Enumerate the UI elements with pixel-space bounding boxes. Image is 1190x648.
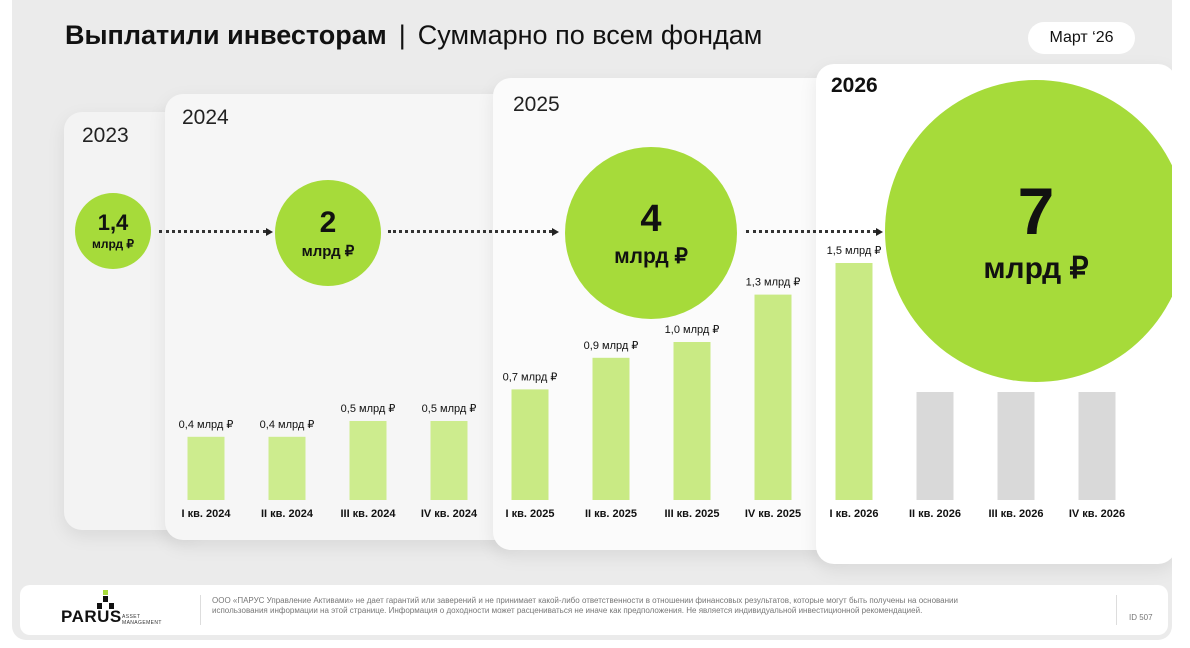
bar-6 [592,357,630,500]
footer-divider-left [200,595,201,625]
total-circle-2025: 4 млрд ₽ [565,147,737,319]
bar-1 [187,436,225,500]
bar-value-label-8: 1,3 млрд ₽ [746,277,801,289]
year-label-2026: 2026 [831,74,878,97]
connector-arrow-2 [552,228,559,236]
date-badge: Март ‘26 [1028,22,1135,54]
bar-value-label-9: 1,5 млрд ₽ [827,245,882,257]
logo-subtitle-line-1: ASSET [122,614,141,620]
slide: Выплатили инвесторам | Суммарно по всем фо… [12,0,1172,640]
quarter-label-10: II кв. 2026 [909,508,961,520]
total-value-2025: 4 [640,197,662,240]
connector-dots-2 [388,230,552,233]
bar-3 [349,421,387,500]
bar-9 [835,263,873,500]
quarter-label-12: IV кв. 2026 [1069,508,1125,520]
disclaimer-text: ООО «ПАРУС Управление Активами» не дает … [212,596,958,615]
bar-12 [1078,392,1116,500]
year-label-2023: 2023 [82,124,129,147]
parus-logo-icon [97,590,114,609]
bar-value-label-2: 0,4 млрд ₽ [260,419,315,431]
bar-value-label-3: 0,5 млрд ₽ [341,403,396,415]
title-subtitle: Суммарно по всем фондам [417,20,763,50]
title-bold: Выплатили инвесторам [65,20,387,50]
total-value-2024: 2 [319,205,337,239]
bar-value-label-1: 0,4 млрд ₽ [179,419,234,431]
page-title: Выплатили инвесторам | Суммарно по всем фо… [65,20,762,51]
bar-value-label-5: 0,7 млрд ₽ [503,371,558,383]
connector-arrow-1 [266,228,273,236]
total-circle-2024: 2 млрд ₽ [275,180,381,286]
bar-7 [673,342,711,500]
quarter-label-1: I кв. 2024 [182,508,232,520]
total-value-2023: 1,4 [97,210,129,235]
bar-5 [511,389,549,500]
quarter-label-11: III кв. 2026 [988,508,1043,520]
year-label-2025: 2025 [513,93,560,116]
bar-11 [997,392,1035,500]
quarterly-bar-chart: 0,4 млрд ₽ I кв. 2024 0,4 млрд ₽ II кв. 202… [179,245,1125,520]
connector-dots-3 [746,230,876,233]
bar-4 [430,421,468,500]
total-unit-2023: млрд ₽ [91,237,135,251]
quarter-label-5: I кв. 2025 [506,508,555,520]
logo-subtitle: ASSET MANAGEMENT [122,614,162,626]
bar-value-label-4: 0,5 млрд ₽ [422,403,477,415]
quarter-label-8: IV кв. 2025 [745,508,801,520]
parus-logo: PARUS [61,607,122,626]
total-circle-2026: 7 млрд ₽ [885,80,1172,382]
bar-10 [916,392,954,500]
quarter-label-6: II кв. 2025 [585,508,637,520]
quarter-label-7: III кв. 2025 [664,508,719,520]
total-unit-2026: млрд ₽ [983,252,1089,285]
total-unit-2024: млрд ₽ [301,242,355,260]
total-unit-2025: млрд ₽ [614,244,688,268]
quarter-label-9: I кв. 2026 [830,508,879,520]
connector-arrow-3 [876,228,883,236]
connector-dots-1 [159,230,266,233]
slide-id: ID 507 [1129,613,1153,622]
bar-2 [268,436,306,500]
quarter-label-3: III кв. 2024 [340,508,396,520]
bar-value-label-6: 0,9 млрд ₽ [584,340,639,352]
total-value-2026: 7 [1017,174,1055,248]
bar-8 [754,294,792,500]
quarter-label-2: II кв. 2024 [261,508,314,520]
footer-divider-right [1116,595,1117,625]
year-label-2024: 2024 [182,106,229,129]
logo-subtitle-line-2: MANAGEMENT [122,620,162,626]
quarter-label-4: IV кв. 2024 [421,508,478,520]
title-separator: | [398,20,406,50]
total-circle-2023: 1,4 млрд ₽ [75,193,151,269]
footer: PARUS ASSET MANAGEMENT ООО «ПАРУС Управл… [20,585,1168,635]
bar-value-label-7: 1,0 млрд ₽ [665,324,720,336]
